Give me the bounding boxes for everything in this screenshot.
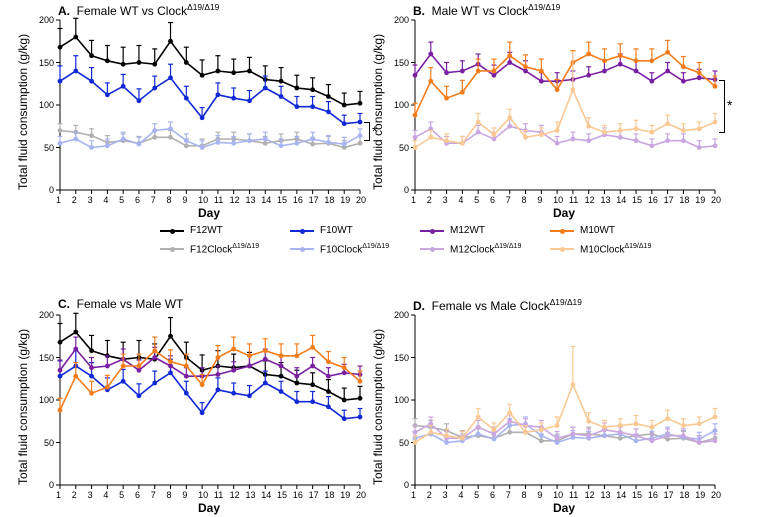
legend-label: F12WT (190, 225, 223, 236)
legend-item-F12WT: F12WT (160, 225, 223, 240)
legend-item-M10Clock: M10ClockΔ19/Δ19 (550, 243, 651, 259)
y-axis-label: Total fluid consumption (g/kg) (371, 329, 385, 485)
legend-item-F12Clock: F12ClockΔ19/Δ19 (160, 243, 259, 259)
legend-label: M12WT (450, 225, 485, 236)
legend-label: F12ClockΔ19/Δ19 (190, 243, 259, 255)
legend-item-M10WT: M10WT (550, 225, 615, 240)
figure-root: { "figure": { "width": 782, "height": 51… (0, 0, 782, 517)
legend-item-F10Clock: F10ClockΔ19/Δ19 (290, 243, 389, 259)
legend-item-F10WT: F10WT (290, 225, 353, 240)
plot-svg-D (405, 305, 725, 495)
legend-item-M12WT: M12WT (420, 225, 485, 240)
x-axis-label: Day (553, 501, 575, 515)
legend-item-M12Clock: M12ClockΔ19/Δ19 (420, 243, 521, 259)
panel-D: D. Female vs Male ClockΔ19/Δ19Total flui… (0, 0, 782, 517)
legend-label: M10ClockΔ19/Δ19 (580, 243, 651, 255)
legend-label: M10WT (580, 225, 615, 236)
legend-label: F10WT (320, 225, 353, 236)
legend-label: M12ClockΔ19/Δ19 (450, 243, 521, 255)
legend-label: F10ClockΔ19/Δ19 (320, 243, 389, 255)
